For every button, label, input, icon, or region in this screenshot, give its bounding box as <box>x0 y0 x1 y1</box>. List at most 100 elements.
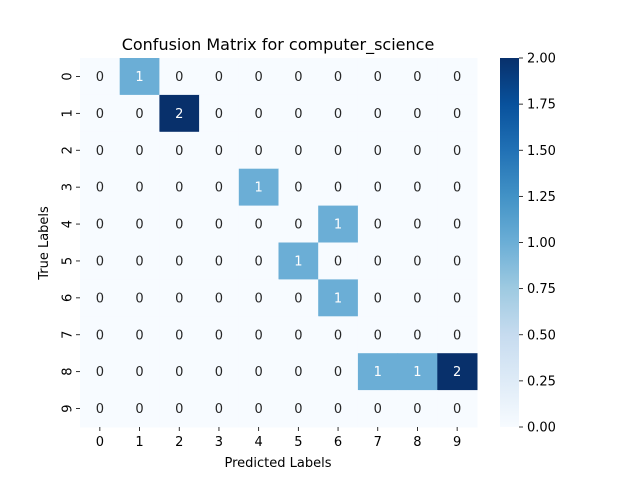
cell-value-label: 0 <box>255 254 263 269</box>
cell-value-label: 0 <box>294 365 302 380</box>
cell-value-label: 0 <box>453 70 461 85</box>
cell-value-label: 0 <box>255 402 263 417</box>
heatmap-cell <box>437 279 478 317</box>
heatmap-cell <box>397 168 438 207</box>
cell-value-label: 0 <box>135 107 143 122</box>
heatmap-cell <box>278 242 319 280</box>
x-tick-label: 4 <box>255 435 263 450</box>
cell-value-label: 2 <box>453 365 461 380</box>
cell-value-label: 0 <box>334 107 342 122</box>
cell-value-label: 0 <box>215 70 223 85</box>
cell-value-label: 0 <box>135 218 143 233</box>
cell-value-label: 0 <box>453 291 461 306</box>
heatmap-cell <box>278 279 319 317</box>
cell-value-label: 0 <box>255 144 263 159</box>
heatmap-cell <box>397 390 438 428</box>
cell-value-label: 0 <box>294 181 302 196</box>
colorbar-tick-label: 0.00 <box>527 421 556 436</box>
x-tick-label: 1 <box>135 435 143 450</box>
chart-title: Confusion Matrix for computer_science <box>122 35 435 55</box>
colorbar-tick-label: 2.00 <box>527 52 556 67</box>
cell-value-label: 0 <box>255 365 263 380</box>
heatmap-cell <box>238 242 279 280</box>
cell-value-label: 0 <box>215 291 223 306</box>
cell-value-label: 0 <box>96 218 104 233</box>
heatmap-cell <box>278 316 319 354</box>
cell-value-label: 0 <box>374 254 382 269</box>
cell-value-label: 0 <box>96 144 104 159</box>
cell-value-label: 0 <box>334 144 342 159</box>
cell-value-label: 0 <box>175 291 183 306</box>
heatmap-cell <box>80 316 121 354</box>
cell-value-label: 2 <box>175 107 183 122</box>
colorbar-tick-label: 0.50 <box>527 328 556 343</box>
cell-value-label: 0 <box>413 218 421 233</box>
heatmap-cell <box>278 390 319 428</box>
cell-value-label: 0 <box>453 218 461 233</box>
heatmap-cell <box>159 279 200 317</box>
x-tick-label: 7 <box>374 435 382 450</box>
cell-value-label: 0 <box>413 402 421 417</box>
heatmap-cell <box>318 316 359 354</box>
heatmap-cell <box>238 390 279 428</box>
y-tick-label: 6 <box>61 294 76 302</box>
heatmap-cell <box>318 353 359 391</box>
heatmap-cell <box>437 390 478 428</box>
heatmap-cell <box>397 242 438 280</box>
cell-value-label: 0 <box>96 402 104 417</box>
cell-value-label: 0 <box>374 328 382 343</box>
cell-value-label: 1 <box>135 70 143 85</box>
heatmap-cell <box>80 131 121 170</box>
cell-value-label: 0 <box>453 144 461 159</box>
cell-value-label: 1 <box>334 218 342 233</box>
heatmap-cell <box>199 316 240 354</box>
heatmap-cell <box>238 205 279 243</box>
cell-value-label: 0 <box>453 254 461 269</box>
cell-value-label: 1 <box>374 365 382 380</box>
x-axis-label: Predicted Labels <box>224 456 331 471</box>
cell-value-label: 0 <box>374 181 382 196</box>
cell-value-label: 0 <box>215 402 223 417</box>
colorbar-tick-label: 0.25 <box>527 374 556 389</box>
x-tick-label: 5 <box>294 435 302 450</box>
cell-value-label: 0 <box>96 107 104 122</box>
heatmap-cell <box>119 242 160 280</box>
x-tick-label: 3 <box>215 435 223 450</box>
cell-value-label: 0 <box>413 328 421 343</box>
heatmap-cell <box>238 279 279 317</box>
heatmap-cell <box>159 390 200 428</box>
y-tick-label: 7 <box>61 331 76 339</box>
y-tick-label: 0 <box>61 72 76 80</box>
x-tick-label: 6 <box>334 435 342 450</box>
heatmap-cell <box>119 279 160 317</box>
cell-value-label: 0 <box>374 291 382 306</box>
cell-value-label: 0 <box>334 365 342 380</box>
cell-value-label: 0 <box>453 402 461 417</box>
colorbar-tick-label: 1.75 <box>527 98 556 113</box>
cell-value-label: 0 <box>294 402 302 417</box>
heatmap-cell <box>119 390 160 428</box>
heatmap-cell <box>199 390 240 428</box>
cell-value-label: 0 <box>334 181 342 196</box>
heatmap-cell <box>278 94 319 133</box>
heatmap-cell <box>199 353 240 391</box>
heatmap-cell <box>199 58 240 96</box>
heatmap-cell <box>437 131 478 170</box>
x-axis-ticks: 0 1 2 3 4 5 6 7 8 9 <box>96 427 461 450</box>
heatmap-cell <box>159 353 200 391</box>
heatmap-cell <box>80 390 121 428</box>
heatmap-cell <box>397 279 438 317</box>
x-tick-label: 2 <box>175 435 183 450</box>
heatmap-cell <box>238 168 279 207</box>
cell-value-label: 0 <box>135 181 143 196</box>
heatmap-cell <box>80 168 121 207</box>
cell-value-label: 0 <box>294 70 302 85</box>
cell-value-label: 0 <box>453 181 461 196</box>
cell-value-label: 0 <box>96 365 104 380</box>
heatmap-cell <box>278 353 319 391</box>
heatmap-cell <box>119 168 160 207</box>
cell-value-label: 0 <box>96 328 104 343</box>
heatmap-cell <box>437 242 478 280</box>
heatmap-cell <box>238 353 279 391</box>
